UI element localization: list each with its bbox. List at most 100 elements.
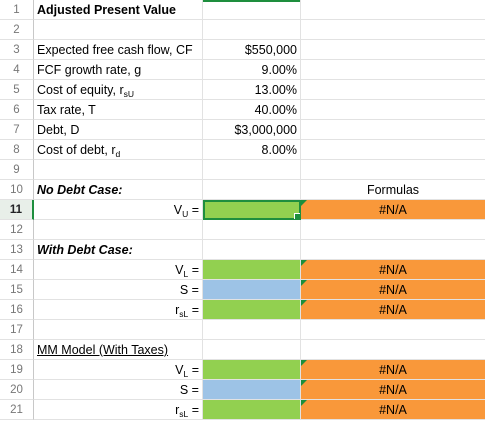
cell-c[interactable] bbox=[301, 20, 485, 40]
row-number[interactable]: 7 bbox=[0, 120, 34, 140]
row-number[interactable]: 1 bbox=[0, 0, 34, 20]
cell-b[interactable] bbox=[203, 320, 301, 340]
cell-c[interactable]: #N/A bbox=[301, 200, 485, 220]
cell-c[interactable] bbox=[301, 80, 485, 100]
row-number[interactable]: 8 bbox=[0, 140, 34, 160]
sheet-row: 11 VU = #N/A bbox=[0, 200, 485, 220]
cell-b[interactable] bbox=[203, 240, 301, 260]
cell-b[interactable] bbox=[203, 0, 301, 20]
cell-b[interactable] bbox=[203, 400, 301, 420]
sheet-row: 15 S = #N/A bbox=[0, 280, 485, 300]
cell-b[interactable] bbox=[203, 180, 301, 200]
sheet-row: 9 bbox=[0, 160, 485, 180]
cell-a[interactable]: Adjusted Present Value bbox=[34, 0, 203, 20]
row-number[interactable]: 17 bbox=[0, 320, 34, 340]
cell-c[interactable] bbox=[301, 240, 485, 260]
cell-a[interactable]: Cost of equity, rsU bbox=[34, 80, 203, 100]
cell-a-subscript: U bbox=[182, 209, 189, 219]
row-number[interactable]: 9 bbox=[0, 160, 34, 180]
cell-a-text: Adjusted Present Value bbox=[37, 3, 176, 17]
row-number[interactable]: 4 bbox=[0, 60, 34, 80]
cell-c[interactable] bbox=[301, 0, 485, 20]
cell-a[interactable]: S = bbox=[34, 280, 203, 300]
cell-b[interactable] bbox=[203, 380, 301, 400]
cell-a[interactable]: Expected free cash flow, CF bbox=[34, 40, 203, 60]
cell-b[interactable]: 9.00% bbox=[203, 60, 301, 80]
cell-a[interactable]: No Debt Case: bbox=[34, 180, 203, 200]
sheet-row: 18 MM Model (With Taxes) bbox=[0, 340, 485, 360]
row-number[interactable]: 2 bbox=[0, 20, 34, 40]
cell-b[interactable]: 13.00% bbox=[203, 80, 301, 100]
row-number[interactable]: 12 bbox=[0, 220, 34, 240]
cell-b[interactable]: 8.00% bbox=[203, 140, 301, 160]
cell-b[interactable] bbox=[203, 280, 301, 300]
cell-a[interactable]: rsL = bbox=[34, 400, 203, 420]
cell-b[interactable] bbox=[203, 220, 301, 240]
sheet-row: 7 Debt, D $3,000,000 bbox=[0, 120, 485, 140]
cell-c[interactable] bbox=[301, 40, 485, 60]
cell-c[interactable]: #N/A bbox=[301, 280, 485, 300]
cell-a-subscript: L bbox=[183, 369, 189, 379]
cell-c[interactable] bbox=[301, 160, 485, 180]
cell-a-text: FCF growth rate, g bbox=[37, 63, 142, 77]
row-number[interactable]: 18 bbox=[0, 340, 34, 360]
cell-a[interactable]: rsL = bbox=[34, 300, 203, 320]
row-number[interactable]: 5 bbox=[0, 80, 34, 100]
row-number[interactable]: 11 bbox=[0, 200, 34, 220]
sheet-row: 2 bbox=[0, 20, 485, 40]
cell-a[interactable]: MM Model (With Taxes) bbox=[34, 340, 203, 360]
cell-b[interactable] bbox=[203, 20, 301, 40]
cell-b[interactable] bbox=[203, 360, 301, 380]
row-number[interactable]: 19 bbox=[0, 360, 34, 380]
cell-a[interactable] bbox=[34, 320, 203, 340]
cell-a-text: MM Model (With Taxes) bbox=[37, 343, 169, 357]
cell-c[interactable] bbox=[301, 140, 485, 160]
row-number[interactable]: 14 bbox=[0, 260, 34, 280]
cell-c[interactable]: #N/A bbox=[301, 300, 485, 320]
cell-b[interactable]: $550,000 bbox=[203, 40, 301, 60]
cell-b[interactable]: 40.00% bbox=[203, 100, 301, 120]
cell-a[interactable]: FCF growth rate, g bbox=[34, 60, 203, 80]
row-number[interactable]: 15 bbox=[0, 280, 34, 300]
cell-a-text: V bbox=[175, 263, 184, 277]
row-number[interactable]: 10 bbox=[0, 180, 34, 200]
row-number[interactable]: 6 bbox=[0, 100, 34, 120]
cell-a-subscript: L bbox=[183, 269, 189, 279]
cell-a[interactable]: Debt, D bbox=[34, 120, 203, 140]
row-number[interactable]: 16 bbox=[0, 300, 34, 320]
sheet-row: 4 FCF growth rate, g 9.00% bbox=[0, 60, 485, 80]
cell-a[interactable]: Cost of debt, rd bbox=[34, 140, 203, 160]
cell-c[interactable] bbox=[301, 120, 485, 140]
cell-a[interactable]: VU = bbox=[34, 200, 203, 220]
cell-a[interactable] bbox=[34, 220, 203, 240]
cell-c[interactable]: #N/A bbox=[301, 360, 485, 380]
cell-a[interactable] bbox=[34, 160, 203, 180]
cell-b[interactable]: $3,000,000 bbox=[203, 120, 301, 140]
cell-c[interactable]: #N/A bbox=[301, 400, 485, 420]
cell-a-text: With Debt Case: bbox=[37, 243, 133, 257]
row-number[interactable]: 20 bbox=[0, 380, 34, 400]
cell-b[interactable] bbox=[203, 340, 301, 360]
cell-a[interactable]: With Debt Case: bbox=[34, 240, 203, 260]
cell-c[interactable]: #N/A bbox=[301, 380, 485, 400]
row-number[interactable]: 13 bbox=[0, 240, 34, 260]
cell-a[interactable]: Tax rate, T bbox=[34, 100, 203, 120]
row-number[interactable]: 3 bbox=[0, 40, 34, 60]
row-number[interactable]: 21 bbox=[0, 400, 34, 420]
cell-c[interactable] bbox=[301, 60, 485, 80]
cell-b[interactable] bbox=[203, 260, 301, 280]
formulas-header[interactable]: Formulas bbox=[301, 180, 485, 200]
active-cell[interactable] bbox=[203, 200, 301, 220]
cell-a[interactable]: VL = bbox=[34, 360, 203, 380]
cell-c[interactable]: #N/A bbox=[301, 260, 485, 280]
cell-a[interactable]: VL = bbox=[34, 260, 203, 280]
cell-a[interactable] bbox=[34, 20, 203, 40]
cell-c[interactable] bbox=[301, 100, 485, 120]
cell-a[interactable]: S = bbox=[34, 380, 203, 400]
cell-c[interactable] bbox=[301, 340, 485, 360]
cell-c[interactable] bbox=[301, 320, 485, 340]
cell-b[interactable] bbox=[203, 300, 301, 320]
cell-c[interactable] bbox=[301, 220, 485, 240]
cell-b[interactable] bbox=[203, 160, 301, 180]
cell-a-text: r bbox=[175, 303, 180, 317]
